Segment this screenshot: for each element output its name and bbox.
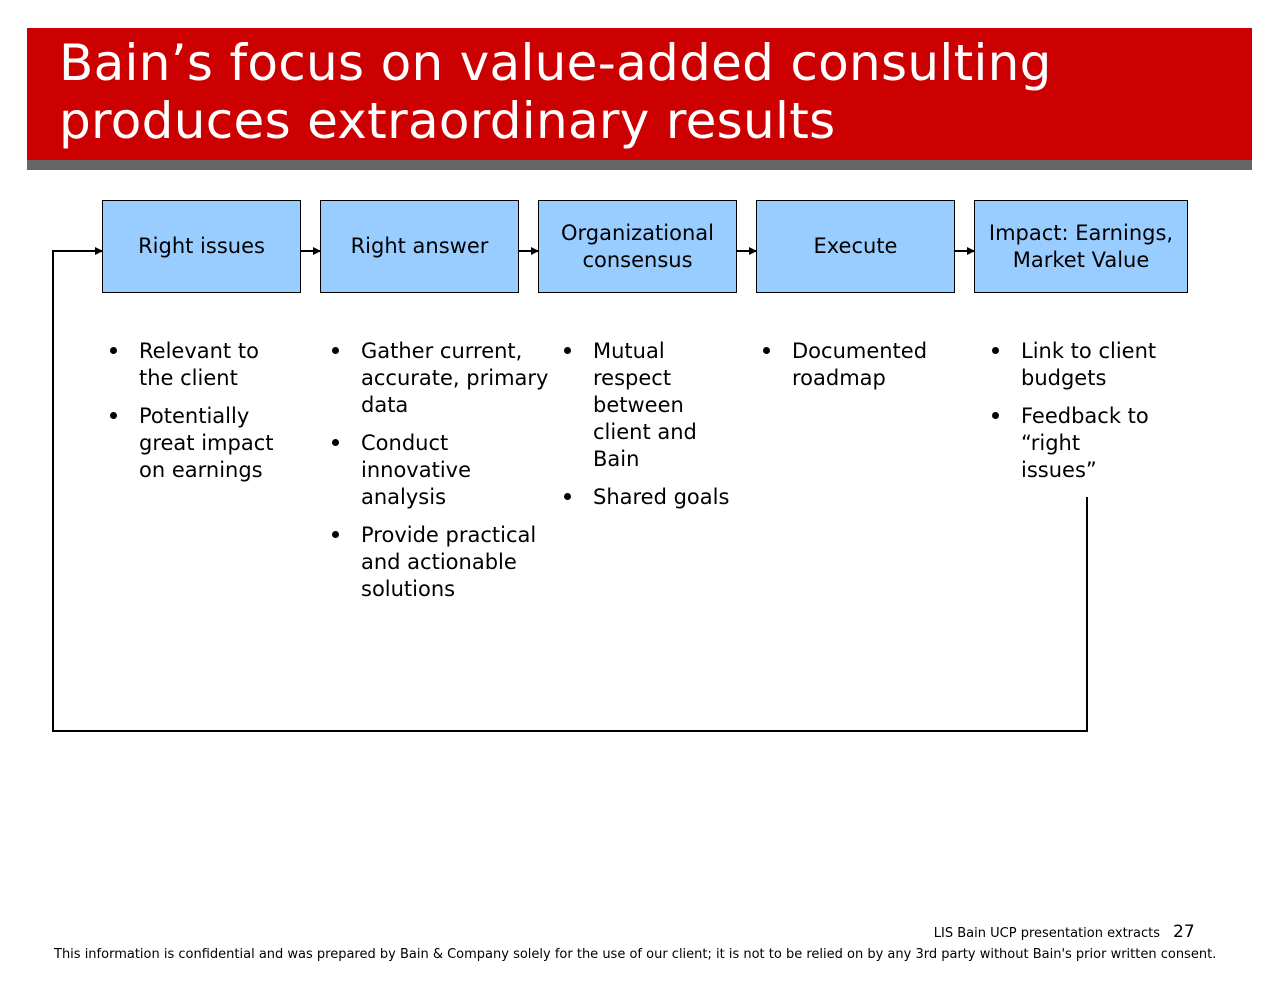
bullet-list-right-answer: Gather current, accurate, primary data C…	[329, 338, 554, 614]
step-box-execute: Execute	[756, 200, 955, 293]
footer-source: LIS Bain UCP presentation extracts	[933, 926, 1160, 941]
bullet-text: Feedback to “right issues”	[1021, 404, 1149, 482]
bullet-dot-icon	[564, 493, 571, 500]
bullet-text: Relevant to the client	[139, 339, 259, 390]
bullet-item: Shared goals	[561, 484, 751, 511]
bullet-list-right-issues: Relevant to the client Potentially great…	[107, 338, 287, 495]
bullet-text: Link to client budgets	[1021, 339, 1157, 390]
step-box-right-issues: Right issues	[102, 200, 301, 293]
bullet-text: Documented roadmap	[792, 339, 928, 390]
slide-title-line-2: produces extraordinary results	[59, 92, 836, 150]
step-label: Organizational consensus	[561, 220, 714, 272]
bullet-item: Feedback to “right issues”	[989, 403, 1179, 484]
bullet-text: Conduct innovative analysis	[361, 431, 472, 509]
bullet-dot-icon	[332, 439, 339, 446]
bullet-dot-icon	[763, 347, 770, 354]
bullet-list-impact: Link to client budgets Feedback to “righ…	[989, 338, 1179, 495]
bullet-item: Mutual respect between client and Bain	[561, 338, 751, 473]
bullet-item: Link to client budgets	[989, 338, 1179, 392]
bullet-item: Relevant to the client	[107, 338, 287, 392]
step-label: Execute	[813, 234, 898, 258]
bullet-dot-icon	[110, 412, 117, 419]
page-number: 27	[1173, 922, 1195, 942]
bullet-text: Shared goals	[593, 485, 730, 509]
bullet-text: Provide practical and actionable solutio…	[361, 523, 537, 601]
bullet-item: Documented roadmap	[760, 338, 950, 392]
bullet-dot-icon	[992, 412, 999, 419]
bullet-item: Provide practical and actionable solutio…	[329, 522, 554, 603]
bullet-item: Gather current, accurate, primary data	[329, 338, 554, 419]
slide-title: Bain’s focus on value-added consulting p…	[59, 34, 1239, 150]
bullet-text: Mutual respect between client and Bain	[593, 339, 697, 471]
bullet-text: Gather current, accurate, primary data	[361, 339, 549, 417]
slide-title-line-1: Bain’s focus on value-added consulting	[59, 34, 1052, 92]
bullet-dot-icon	[564, 347, 571, 354]
step-box-impact: Impact: Earnings, Market Value	[974, 200, 1188, 293]
title-bar	[27, 28, 1252, 160]
bullet-text: Potentially great impact on earnings	[139, 404, 274, 482]
feedback-loop-line	[52, 247, 1088, 732]
step-box-organizational-consensus: Organizational consensus	[538, 200, 737, 293]
bullet-dot-icon	[110, 347, 117, 354]
bullet-dot-icon	[992, 347, 999, 354]
bullet-list-organizational-consensus: Mutual respect between client and Bain S…	[561, 338, 751, 522]
title-underline	[27, 160, 1252, 170]
bullet-item: Conduct innovative analysis	[329, 430, 554, 511]
bullet-dot-icon	[332, 531, 339, 538]
step-box-right-answer: Right answer	[320, 200, 519, 293]
step-label: Impact: Earnings, Market Value	[988, 220, 1174, 272]
confidentiality-disclaimer: This information is confidential and was…	[54, 947, 1217, 962]
bullet-dot-icon	[332, 347, 339, 354]
bullet-list-execute: Documented roadmap	[760, 338, 950, 403]
step-label: Right issues	[138, 234, 265, 258]
step-label: Right answer	[350, 234, 489, 258]
bullet-item: Potentially great impact on earnings	[107, 403, 287, 484]
